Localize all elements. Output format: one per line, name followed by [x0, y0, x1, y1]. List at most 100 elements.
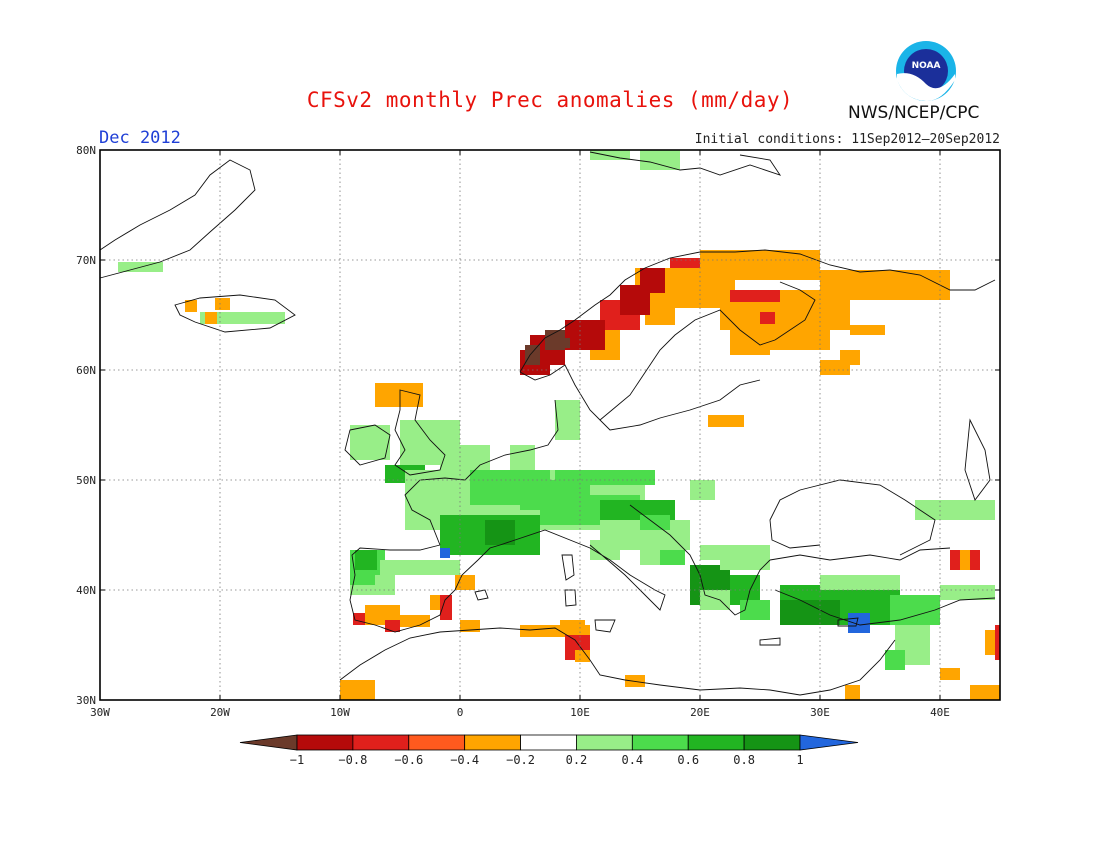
anomaly-cell — [700, 250, 820, 280]
lon-tick-label: 0 — [457, 706, 464, 719]
anomaly-cell — [565, 320, 605, 350]
colorbar-end-low — [239, 734, 298, 751]
coastline — [561, 554, 575, 581]
anomaly-cell — [820, 575, 900, 590]
noaa-logo: NOAA — [895, 40, 957, 102]
anomaly-cell — [700, 545, 720, 560]
anomaly-cell — [730, 290, 780, 302]
colorbar-swatch — [352, 734, 410, 751]
lon-tick-label: 30E — [810, 706, 830, 719]
map-title: CFSv2 monthly Prec anomalies (mm/day) — [306, 88, 794, 112]
coastline — [759, 637, 781, 646]
colorbar-swatch — [687, 734, 745, 751]
anomaly-cell — [640, 150, 680, 170]
anomaly-cell — [560, 620, 585, 630]
coastline — [774, 589, 996, 626]
lat-tick-label: 60N — [76, 364, 96, 377]
lat-tick-label: 30N — [76, 694, 96, 707]
agency-label: NWS/NCEP/CPC — [848, 103, 980, 123]
logo-text: NOAA — [912, 61, 941, 71]
coastline — [774, 281, 816, 341]
coastline — [339, 627, 896, 696]
colorbar: −1 −0.8 −0.6 −0.4 −0.2 0.2 0.4 0.6 0.8 1 — [239, 734, 859, 767]
anomaly-cell — [640, 268, 665, 293]
anomaly-cell — [440, 595, 452, 620]
colorbar-label: −0.4 — [450, 753, 479, 767]
anomaly-cell — [740, 600, 770, 620]
anomaly-cell — [455, 575, 475, 590]
colorbar-swatch — [296, 734, 354, 751]
anomaly-cell — [525, 345, 540, 365]
anomaly-cell — [708, 415, 744, 427]
anomaly-cell — [350, 425, 390, 460]
coastline — [799, 479, 936, 556]
lat-tick-label: 40N — [76, 584, 96, 597]
coastline — [769, 489, 821, 549]
coastline — [564, 589, 577, 607]
colorbar-label: −0.2 — [506, 753, 535, 767]
lon-tick-label: 40E — [930, 706, 950, 719]
colorbar-swatch — [520, 734, 577, 751]
anomaly-cell — [720, 545, 770, 570]
anomaly-cell — [460, 620, 480, 632]
coastline — [519, 309, 776, 421]
coastline — [344, 424, 391, 466]
anomaly-cell — [555, 470, 655, 485]
anomaly-cell — [640, 515, 670, 530]
anomaly-cell — [420, 560, 460, 575]
anomaly-cell — [560, 338, 570, 348]
anomaly-cell — [575, 650, 590, 662]
anomaly-cell — [440, 548, 450, 558]
colorbar-swatch — [743, 734, 801, 751]
lat-tick-label: 50N — [76, 474, 96, 487]
anomaly-cell — [215, 298, 230, 310]
anomaly-cell — [340, 680, 375, 700]
lon-tick-label: 10E — [570, 706, 590, 719]
map-frame — [99, 149, 1001, 701]
anomaly-cell — [440, 445, 490, 470]
colorbar-label: 0.2 — [566, 753, 588, 767]
lon-tick-label: 30W — [90, 706, 110, 719]
anomaly-cell — [885, 650, 905, 670]
colorbar-label: 0.6 — [677, 753, 699, 767]
axis-ticks: 30N 40N 50N 60N 70N 80N 30W 20W 10W 0 10E 20E 30E 40E — [76, 144, 1000, 719]
anomaly-cell — [205, 312, 217, 324]
anomaly-cell — [780, 600, 840, 625]
colorbar-label: 0.8 — [733, 753, 755, 767]
anomaly-cell — [850, 325, 885, 335]
anomaly-cell — [670, 258, 700, 268]
colorbar-label: −0.6 — [394, 753, 423, 767]
anomaly-cell — [940, 668, 960, 680]
anomaly-cell — [820, 270, 950, 300]
anomaly-cell — [510, 445, 535, 470]
coastline — [349, 544, 501, 633]
anomaly-cell — [970, 685, 1000, 700]
coastline — [174, 294, 296, 333]
anomaly-cell — [730, 330, 770, 355]
anomaly-cell — [185, 300, 197, 312]
coastline — [519, 249, 996, 373]
coastline — [394, 389, 446, 476]
coastline — [599, 379, 761, 431]
lon-tick-label: 20W — [210, 706, 230, 719]
anomaly-cell — [660, 550, 685, 565]
coastline — [769, 547, 951, 561]
colorbar-swatch — [576, 734, 633, 751]
anomaly-cell — [690, 480, 715, 500]
colorbar-swatch — [408, 734, 466, 751]
forecast-period: Dec 2012 — [99, 128, 181, 148]
lat-tick-label: 70N — [76, 254, 96, 267]
coastline — [629, 504, 771, 616]
anomaly-cell — [845, 685, 860, 700]
coastlines — [99, 151, 996, 696]
colorbar-swatch — [631, 734, 689, 751]
coastline — [474, 589, 489, 601]
anomaly-cell — [940, 585, 995, 600]
anomaly-cell — [385, 620, 400, 632]
colorbar-label: 0.4 — [621, 753, 643, 767]
anomaly-cell — [700, 590, 730, 610]
lon-tick-label: 20E — [690, 706, 710, 719]
anomaly-cell — [380, 560, 420, 575]
anomaly-cell — [995, 625, 1000, 660]
